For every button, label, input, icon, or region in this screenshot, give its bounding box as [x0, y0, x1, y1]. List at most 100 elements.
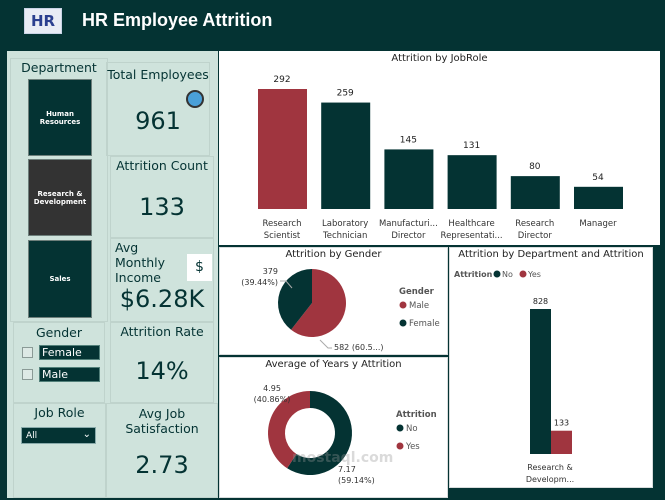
years-donut-svg: 4.95 (40.86%) 7.17 (59.14%) Attrition No Yes [254, 384, 437, 485]
kpi-value: 2.73 [135, 451, 189, 479]
data-label: 133 [554, 419, 569, 428]
x-tick-label: Laboratory [322, 219, 368, 229]
bar-yes [551, 430, 572, 454]
data-label: 54 [592, 173, 604, 183]
legend-item: Male [409, 301, 429, 311]
x-tick-label: Technician [322, 231, 367, 241]
data-label: 379 [263, 267, 278, 276]
kpi-label: Avg Job Satisfaction [125, 406, 199, 436]
legend-item: No [502, 270, 513, 279]
legend-marker [399, 319, 407, 327]
page-title: HR Employee Attrition [82, 10, 273, 30]
jobrole-slicer: Job Role [13, 403, 106, 498]
watermark: mostaql.com [292, 450, 394, 466]
leader-line [280, 280, 293, 289]
jobrole-dropdown[interactable]: All ⌄ [21, 427, 96, 444]
department-button-sales[interactable]: Sales [28, 240, 92, 318]
kpi-avg-job-satisfaction: Avg Job Satisfaction 2.73 [106, 403, 218, 498]
years-chart: Average of Years y Attrition 4.95 (40.86%… [219, 357, 448, 498]
legend-item: Yes [405, 442, 420, 452]
legend-title: Attrition [396, 410, 437, 420]
x-tick-label: Scientist [264, 231, 301, 241]
legend-marker [519, 270, 527, 278]
data-label: 80 [529, 162, 541, 172]
legend-marker [493, 270, 501, 278]
bar [258, 89, 307, 209]
data-label: 131 [463, 141, 480, 151]
kpi-label: Attrition Rate [120, 324, 204, 339]
legend-title: Gender [399, 287, 435, 297]
bar [384, 149, 434, 209]
kpi-total-employees: Total Employees 961 [106, 62, 210, 156]
kpi-attrition-rate: Attrition Rate 14% [110, 322, 214, 403]
slice-no [287, 391, 352, 475]
data-label: (40.86%) [254, 395, 291, 404]
x-tick-label: Research [515, 219, 554, 229]
kpi-label: Attrition Count [116, 158, 208, 173]
x-tick-label: Research & [527, 463, 572, 472]
chart-title: Attrition by Gender [285, 249, 382, 260]
chart-title: Attrition by Department and Attrition [458, 249, 644, 260]
chart-title: Attrition by JobRole [391, 53, 488, 64]
bar [574, 186, 623, 209]
slice-male [291, 269, 346, 337]
jobrole-dropdown-value: All [26, 431, 38, 441]
people-icon [186, 90, 204, 108]
kpi-value: 14% [135, 357, 189, 385]
kpi-value: 961 [135, 107, 181, 135]
data-label: (59.14%) [338, 476, 375, 485]
male-option[interactable]: Male [39, 367, 100, 382]
female-checkbox[interactable] [22, 347, 33, 358]
department-slicer-title: Department [21, 60, 97, 75]
legend-item: Yes [527, 270, 541, 279]
department-button-hr[interactable]: Human Resources [28, 79, 92, 156]
kpi-value: 133 [139, 193, 185, 221]
jobrole-slicer-title: Job Role [34, 405, 85, 420]
kpi-avg-monthly-income: Avg Monthly Income $ $6.28K [110, 238, 214, 322]
chevron-down-icon: ⌄ [82, 429, 91, 440]
data-label: 145 [400, 135, 417, 145]
data-label: (39.44%) [241, 278, 278, 287]
money-hand-icon: $ [187, 254, 212, 281]
hr-logo: HR [24, 8, 62, 34]
legend-title: Attrition [454, 270, 493, 279]
data-label: 259 [337, 89, 354, 99]
female-option[interactable]: Female [39, 345, 100, 360]
data-label: 4.95 [263, 384, 281, 393]
gender-slicer-title: Gender [35, 325, 83, 340]
legend-item: Female [409, 319, 440, 329]
kpi-label: Total Employees [107, 67, 209, 82]
x-tick-label: Manager [579, 219, 617, 229]
bar [510, 176, 560, 209]
x-tick-label: Manufacturi... [379, 219, 438, 229]
x-tick-label: Director [518, 231, 553, 241]
x-tick-label: Developm... [526, 475, 574, 484]
legend-marker [396, 424, 404, 432]
department-button-rd[interactable]: Research & Development [28, 159, 92, 236]
slice-female [278, 269, 312, 330]
x-tick-label: Representati... [441, 231, 503, 241]
legend-marker [399, 301, 407, 309]
leader-line [319, 339, 332, 349]
x-tick-label: Director [391, 231, 426, 241]
slice-yes [268, 391, 310, 469]
bar [447, 155, 497, 209]
data-label: 292 [273, 75, 290, 85]
legend-marker [396, 442, 404, 450]
data-label: 7.17 [338, 465, 356, 474]
data-label: 582 (60.5...) [334, 343, 384, 352]
kpi-label: Avg Monthly Income [115, 240, 166, 285]
bar [321, 102, 371, 209]
kpi-value: $6.28K [119, 285, 205, 313]
gender-pie-svg: 379 (39.44%) 582 (60.5...) Gender Male Female [241, 267, 440, 352]
gender-slicer: Gender [13, 322, 105, 403]
chart-title: Average of Years y Attrition [265, 359, 402, 370]
kpi-attrition-count: Attrition Count 133 [110, 156, 214, 238]
department-slicer: Department [10, 58, 108, 322]
department-chart: Attrition by Department and Attrition At… [449, 247, 653, 488]
data-label: 828 [533, 297, 548, 306]
department-bar-svg: Attrition No Yes 828 133 Research & Developm..… [454, 270, 574, 484]
bar-no [530, 309, 551, 454]
male-checkbox[interactable] [22, 369, 33, 380]
jobrole-chart: Attrition by JobRole 292 Research Scientis… [219, 51, 660, 245]
